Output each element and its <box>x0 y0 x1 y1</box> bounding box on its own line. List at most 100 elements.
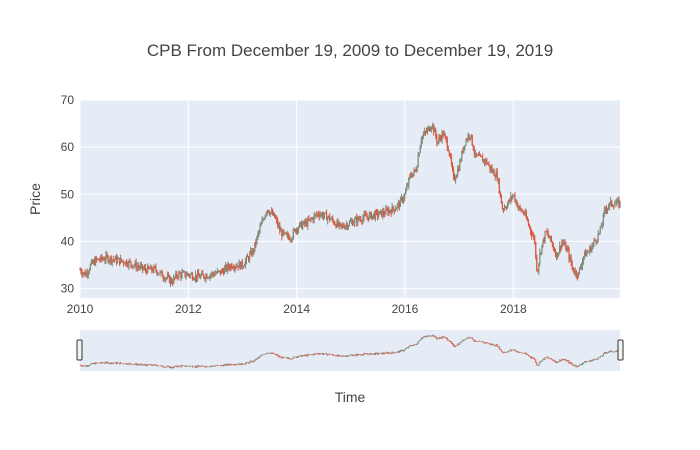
candle-body <box>541 244 543 253</box>
candle-body <box>335 224 337 228</box>
candle-body <box>85 272 87 277</box>
range-slider-left-handle[interactable] <box>76 339 83 361</box>
candle-body <box>455 178 457 181</box>
candle-body <box>389 210 391 212</box>
candle-body <box>256 236 258 244</box>
candle-body <box>192 279 195 280</box>
candle-body <box>548 236 550 239</box>
candle-body <box>179 272 181 274</box>
candle-body <box>132 265 134 268</box>
candle-body <box>391 206 393 214</box>
candle-body <box>399 198 402 207</box>
candle-body <box>314 214 316 216</box>
range-slider-right-handle[interactable] <box>617 339 624 361</box>
candle-body <box>416 166 418 172</box>
candle-body <box>456 175 458 179</box>
candle-body <box>217 270 219 272</box>
candle-body <box>137 266 139 268</box>
candle-body <box>238 262 240 268</box>
candle-body <box>498 179 500 193</box>
candle-body <box>602 213 604 224</box>
candle-body <box>207 277 209 279</box>
candle-body <box>126 261 128 266</box>
candle-body <box>485 159 487 163</box>
candle-body <box>158 273 160 275</box>
candle-body <box>341 224 343 226</box>
candle-body <box>600 226 602 228</box>
candle-body <box>176 273 178 277</box>
candle-body <box>486 159 488 164</box>
candle-body <box>450 156 453 165</box>
candle-body <box>232 268 234 269</box>
candle-body <box>123 261 125 264</box>
candle-body <box>302 224 304 229</box>
candle-body <box>413 169 415 174</box>
candle-body <box>348 221 351 226</box>
candle-body <box>105 254 107 261</box>
candle-body <box>239 262 241 269</box>
candle-body <box>433 124 435 133</box>
candle-body <box>185 275 187 277</box>
candle-body <box>408 177 410 186</box>
candle-body <box>304 221 306 224</box>
candle-body <box>308 218 310 221</box>
candle-body <box>386 208 388 210</box>
candle-body <box>538 263 540 272</box>
candle-body <box>226 265 228 271</box>
candle-body <box>512 195 514 198</box>
x-tick-label: 2012 <box>175 302 202 316</box>
candle-body <box>144 267 147 271</box>
candle-body <box>490 168 492 170</box>
candle-body <box>80 269 82 273</box>
candle-body <box>464 145 466 146</box>
candle-body <box>615 203 617 205</box>
candle-body <box>195 274 198 279</box>
candle-body <box>497 179 499 181</box>
candle-body <box>398 202 401 207</box>
candle-body <box>390 211 392 214</box>
candle-body <box>193 278 196 280</box>
candle-body <box>471 134 473 146</box>
candle-body <box>243 265 245 267</box>
candle-body <box>563 242 565 245</box>
candle-body <box>329 215 331 220</box>
candle-body <box>221 269 224 271</box>
candle-body <box>491 168 493 173</box>
candle-body <box>553 248 556 252</box>
candle-body <box>150 266 152 270</box>
candle-body <box>349 221 352 223</box>
candle-body <box>339 222 341 225</box>
candle-body <box>387 209 389 214</box>
candle-body <box>183 271 185 273</box>
candle-body <box>594 240 596 242</box>
candle-body <box>357 217 359 223</box>
candle-body <box>437 141 439 143</box>
range-slider-background[interactable] <box>80 330 620 371</box>
candle-body <box>417 156 419 167</box>
candle-body <box>253 249 255 252</box>
candle-body <box>510 196 512 201</box>
candle-body <box>400 197 403 199</box>
candle-body <box>134 262 136 266</box>
candle-body <box>130 261 132 265</box>
candle-body <box>560 245 562 249</box>
candle-body <box>379 211 381 215</box>
candle-body <box>206 275 208 279</box>
candle-body <box>95 257 97 265</box>
candle-body <box>135 262 137 269</box>
candle-body <box>275 217 277 219</box>
candle-body <box>190 273 192 275</box>
candle-body <box>131 264 133 268</box>
candle-body <box>255 242 257 244</box>
candle-body <box>160 271 162 273</box>
candle-body <box>218 270 221 272</box>
candle-body <box>392 206 394 210</box>
candle-body <box>599 227 601 233</box>
candle-body <box>559 245 561 253</box>
candle-body <box>448 150 450 156</box>
candle-body <box>571 263 573 267</box>
candle-body <box>169 278 172 283</box>
candle-body <box>276 218 278 221</box>
candle-body <box>155 267 157 271</box>
candle-body <box>524 212 526 215</box>
